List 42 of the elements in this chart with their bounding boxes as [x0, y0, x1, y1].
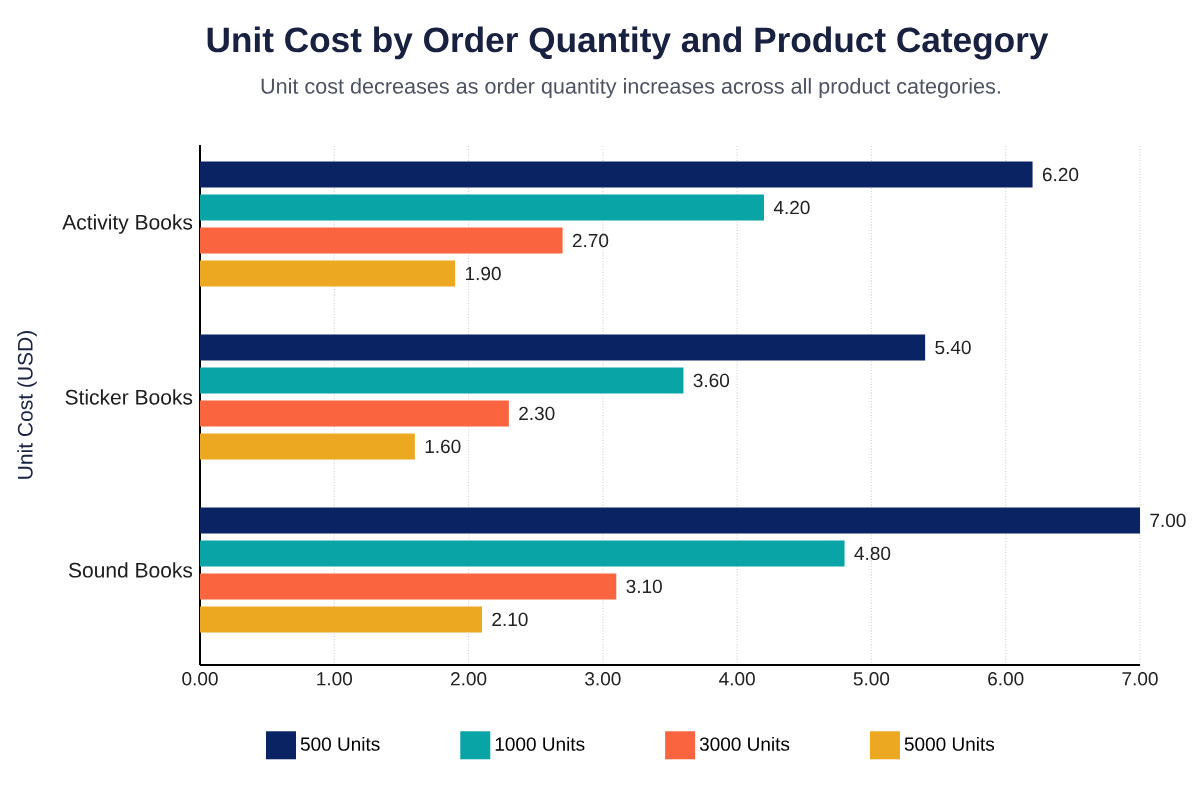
- bar: [200, 227, 563, 254]
- data-label: 4.80: [854, 546, 891, 561]
- bar: [200, 400, 509, 427]
- chart-title: Unit Cost by Order Quantity and Product Category: [207, 26, 1049, 60]
- data-label: 3.60: [693, 373, 730, 388]
- bar: [200, 260, 456, 287]
- data-label: 1.90: [465, 266, 501, 281]
- bar: [200, 433, 415, 460]
- x-tick-label: 7.00: [1122, 672, 1158, 686]
- data-label: 1.60: [425, 439, 461, 454]
- bar: [200, 507, 1140, 534]
- bar: [200, 334, 926, 361]
- data-label: 7.00: [1150, 513, 1186, 528]
- chart-subtitle: Unit cost decreases as order quantity increases across all product categories.: [261, 77, 1000, 99]
- legend-label: 500 Units: [300, 736, 380, 751]
- x-tick-label: 1.00: [317, 672, 353, 686]
- y-axis-title: Unit Cost (USD): [17, 331, 37, 479]
- bar: [200, 161, 1033, 188]
- bar: [200, 606, 482, 633]
- bar: [200, 573, 617, 600]
- x-tick-label: 2.00: [451, 672, 487, 686]
- data-label: 4.20: [773, 200, 810, 215]
- data-label: 5.40: [935, 340, 971, 355]
- data-label: 3.10: [626, 579, 662, 594]
- data-label: 2.10: [492, 612, 528, 627]
- x-tick-label: 4.00: [719, 672, 755, 686]
- x-tick-label: 0.00: [182, 672, 218, 686]
- bar: [200, 367, 684, 394]
- legend-label: 5000 Units: [904, 736, 995, 751]
- legend-label: 1000 Units: [495, 736, 585, 751]
- y-tick-label: Sound Books: [68, 562, 193, 578]
- x-tick-label: 6.00: [988, 672, 1024, 686]
- x-tick-label: 3.00: [585, 672, 621, 686]
- data-label: 2.70: [572, 233, 609, 248]
- y-tick-label: Activity Books: [62, 214, 193, 234]
- data-label: 6.20: [1042, 167, 1079, 182]
- data-label: 2.30: [519, 406, 555, 421]
- y-tick-label: Sticker Books: [65, 389, 193, 405]
- legend-label: 3000 Units: [699, 736, 790, 751]
- x-tick-label: 5.00: [853, 672, 890, 686]
- bar: [200, 194, 764, 221]
- bar: [200, 540, 845, 567]
